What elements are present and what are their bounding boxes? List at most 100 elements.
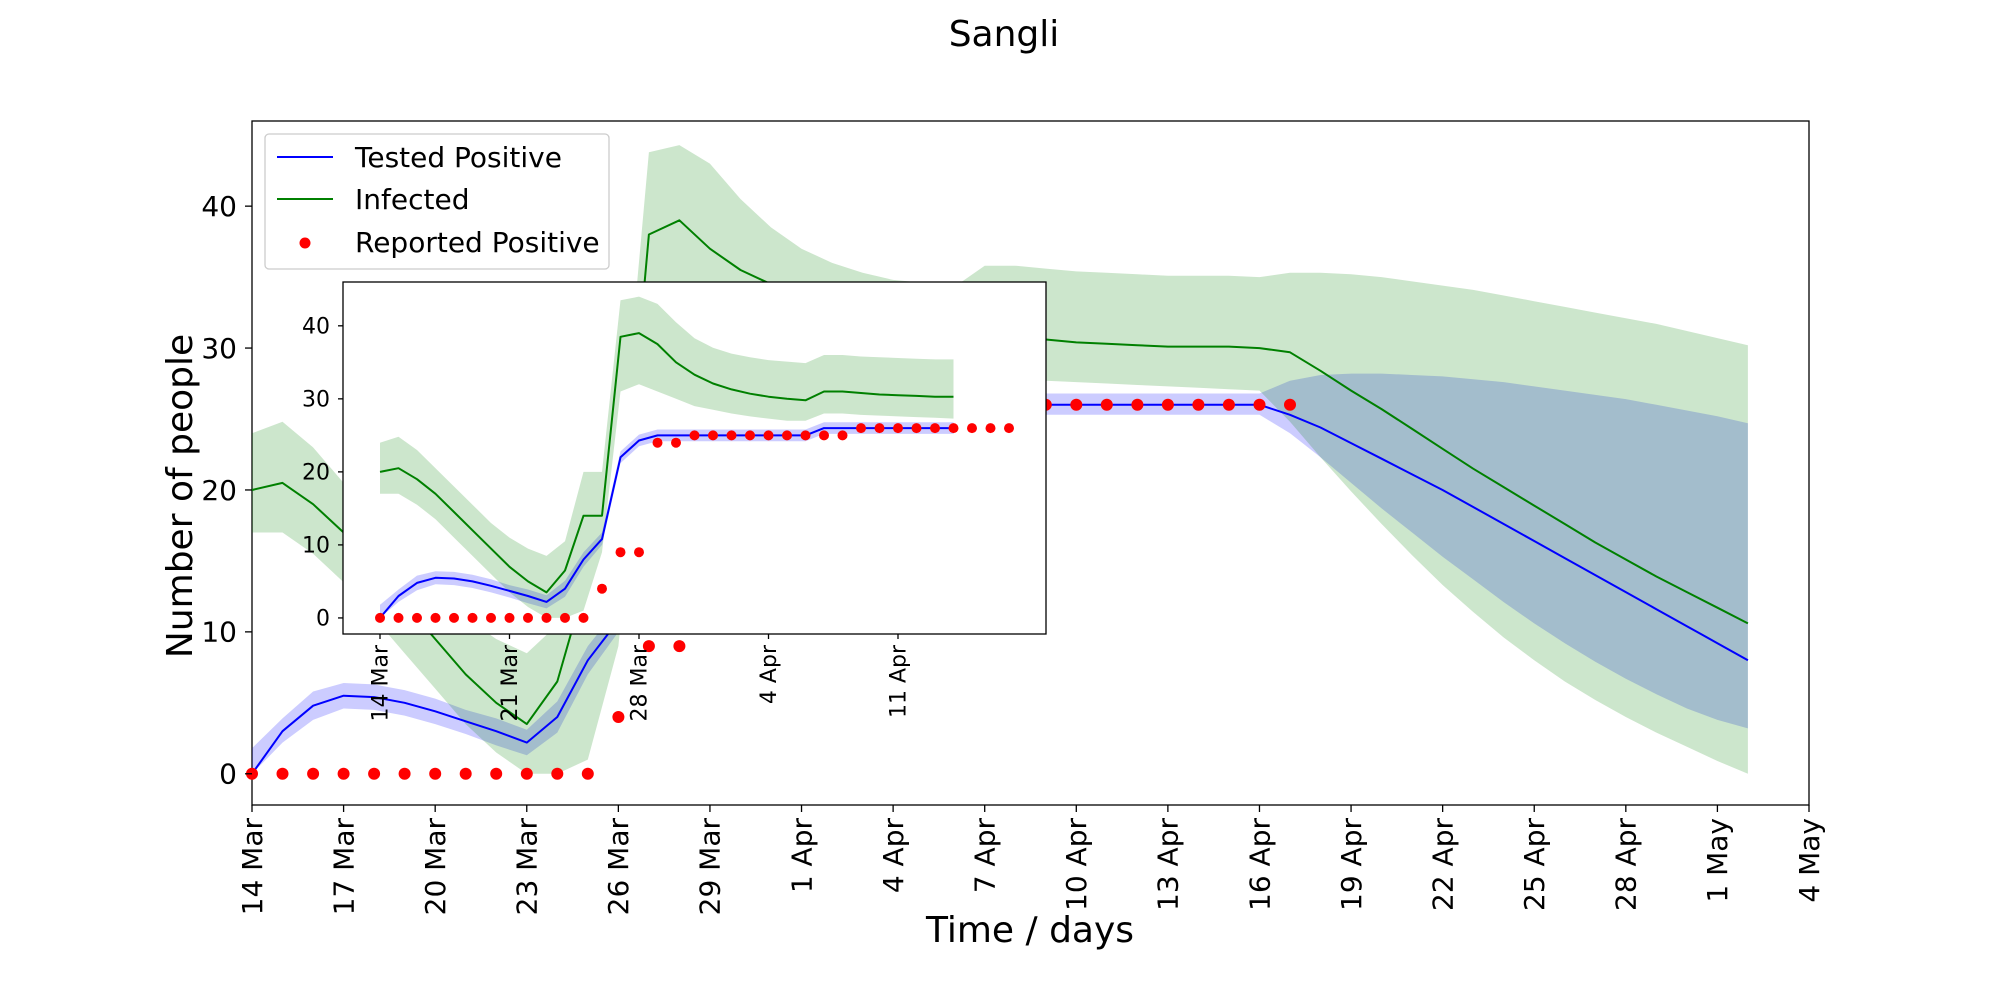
inset-y-tick-label: 0 xyxy=(316,607,330,632)
y-axis-label: Number of people xyxy=(160,334,201,658)
inset-x-tick-label: 11 Apr xyxy=(887,644,912,718)
main-point-reported-positive xyxy=(459,767,472,780)
inset-point-reported-positive xyxy=(449,612,459,623)
main-point-reported-positive xyxy=(490,767,503,780)
inset-point-reported-positive xyxy=(541,612,552,623)
inset-y-tick-label: 30 xyxy=(302,388,330,413)
main-point-reported-positive xyxy=(1284,398,1296,411)
main-point-reported-positive xyxy=(520,767,533,780)
inset-point-reported-positive xyxy=(856,423,866,434)
main-x-tick-label: 14 Mar xyxy=(236,818,269,916)
inset-point-reported-positive xyxy=(560,612,570,623)
inset-band-infected xyxy=(380,296,954,618)
inset-y-tick-label: 40 xyxy=(302,315,330,340)
inset-point-reported-positive xyxy=(819,430,829,441)
legend-reported-positive-swatch xyxy=(299,237,311,249)
x-axis-label: Time / days xyxy=(925,910,1134,951)
main-y-ticks: 0 10 20 30 40 xyxy=(201,190,252,791)
inset-line-infected xyxy=(379,332,954,594)
main-x-ticks: 14 Mar 17 Mar 20 Mar 23 Mar 26 Mar 29 Mar 1 Ap… xyxy=(236,805,1826,915)
main-point-reported-positive xyxy=(612,711,625,723)
main-x-tick-label: 4 Apr xyxy=(877,818,910,894)
main-point-reported-positive xyxy=(1070,398,1083,411)
main-point-reported-positive xyxy=(1131,398,1144,411)
main-point-reported-positive xyxy=(337,767,350,780)
inset-point-reported-positive xyxy=(523,612,533,623)
inset-point-reported-positive xyxy=(874,423,885,434)
main-y-tick-label: 10 xyxy=(201,616,237,649)
inset-point-reported-positive xyxy=(763,430,774,441)
inset-y-tick-label: 10 xyxy=(302,534,330,559)
inset-series xyxy=(375,332,1014,623)
main-x-tick-label: 16 Apr xyxy=(1243,818,1276,911)
main-x-tick-label: 19 Apr xyxy=(1335,818,1368,911)
inset-point-reported-positive xyxy=(597,583,607,594)
inset-point-reported-positive xyxy=(745,430,755,441)
main-y-tick-label: 20 xyxy=(201,474,237,507)
inset-point-reported-positive xyxy=(1004,423,1014,434)
main-point-reported-positive xyxy=(368,767,381,780)
main-x-tick-label: 28 Apr xyxy=(1610,818,1643,911)
main-point-reported-positive xyxy=(1100,398,1113,411)
inset-point-reported-positive xyxy=(726,430,737,441)
inset-x-tick-label: 21 Mar xyxy=(498,644,523,721)
inset-point-reported-positive xyxy=(967,423,977,434)
main-point-reported-positive xyxy=(429,767,442,780)
main-x-tick-label: 1 Apr xyxy=(785,818,818,894)
inset-point-reported-positive xyxy=(615,547,626,558)
main-x-tick-label: 25 Apr xyxy=(1518,818,1551,911)
legend-infected-label: Infected xyxy=(355,183,469,216)
main-bands xyxy=(252,145,1748,774)
inset-point-reported-positive xyxy=(837,430,848,441)
main-point-reported-positive xyxy=(551,767,564,780)
inset-point-reported-positive xyxy=(671,437,681,448)
main-x-tick-label: 4 May xyxy=(1793,818,1826,903)
inset-x-tick-label: 28 Mar xyxy=(628,644,653,721)
inset-point-reported-positive xyxy=(578,612,589,623)
main-y-tick-label: 0 xyxy=(219,758,237,791)
inset-point-reported-positive xyxy=(985,423,996,434)
main-x-tick-label: 20 Mar xyxy=(419,818,452,916)
inset-x-tick-label: 14 Mar xyxy=(369,644,394,721)
main-band-infected xyxy=(252,145,1748,774)
main-point-reported-positive xyxy=(1192,398,1205,411)
main-point-reported-positive xyxy=(581,767,594,780)
inset-x-tick-label: 4 Apr xyxy=(757,644,782,704)
legend-box xyxy=(264,133,610,270)
main-x-tick-label: 22 Apr xyxy=(1426,818,1459,911)
legend-reported-positive-label: Reported Positive xyxy=(355,226,600,259)
main-point-reported-positive xyxy=(398,767,411,780)
main-point-reported-positive xyxy=(1161,398,1174,411)
inset-plot: 14 Mar 21 Mar 28 Mar 4 Apr 11 Apr 0 10 20 30 40 xyxy=(302,281,1047,722)
inset-point-reported-positive xyxy=(634,547,644,558)
inset-y-tick-label: 20 xyxy=(302,461,330,486)
main-x-tick-label: 7 Apr xyxy=(969,818,1002,894)
inset-plot-frame xyxy=(342,281,1047,635)
inset-point-reported-positive xyxy=(393,612,404,623)
main-point-reported-positive xyxy=(1222,398,1235,411)
main-point-reported-positive xyxy=(276,767,289,780)
inset-point-reported-positive xyxy=(652,437,663,448)
inset-x-ticks: 14 Mar 21 Mar 28 Mar 4 Apr 11 Apr xyxy=(369,634,912,722)
chart-title: Sangli xyxy=(949,14,1060,55)
inset-bands xyxy=(380,296,954,618)
inset-point-reported-positive xyxy=(486,612,496,623)
inset-point-reported-positive xyxy=(911,423,922,434)
main-x-tick-label: 1 May xyxy=(1701,818,1734,903)
inset-point-reported-positive xyxy=(948,423,959,434)
main-x-tick-label: 23 Mar xyxy=(511,818,544,916)
main-x-tick-label: 17 Mar xyxy=(327,818,360,916)
inset-point-reported-positive xyxy=(782,430,792,441)
inset-y-ticks: 0 10 20 30 40 xyxy=(302,315,343,632)
inset-point-reported-positive xyxy=(430,612,441,623)
inset-point-reported-positive xyxy=(708,430,718,441)
main-point-reported-positive xyxy=(642,640,655,653)
inset-point-reported-positive xyxy=(504,612,515,623)
legend: Tested Positive Infected Reported Positi… xyxy=(264,133,610,270)
main-x-tick-label: 10 Apr xyxy=(1060,818,1093,911)
main-x-tick-label: 26 Mar xyxy=(602,818,635,916)
main-y-tick-label: 30 xyxy=(201,332,237,365)
main-point-reported-positive xyxy=(673,640,686,653)
main-point-reported-positive xyxy=(1253,398,1266,411)
